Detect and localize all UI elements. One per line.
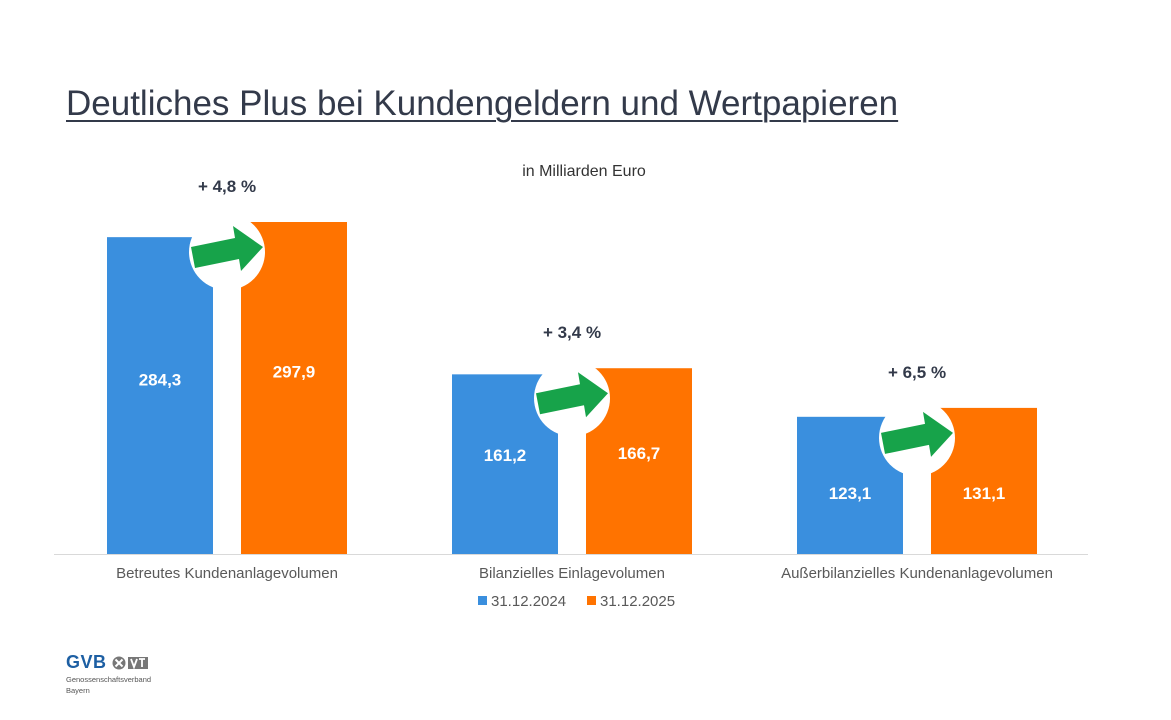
growth-arrow-icon-1 (191, 226, 263, 271)
value-label-2025-2: 166,7 (618, 444, 661, 463)
raiffeisen-mark-icon (112, 656, 148, 670)
logo-subtitle-line1: Genossenschaftsverband (66, 675, 152, 684)
change-label-1: + 4,8 % (198, 177, 256, 196)
legend-label-2: 31.12.2025 (600, 593, 675, 610)
legend-label-1: 31.12.2024 (491, 593, 566, 610)
value-label-2024-2: 161,2 (484, 446, 527, 465)
chart-subtitle: in Milliarden Euro (522, 163, 646, 180)
bar-2025-1 (241, 222, 347, 554)
category-label-3: Außerbilanzielles Kundenanlagevolumen (781, 565, 1053, 582)
bar-2024-1 (107, 237, 213, 554)
category-label-2: Bilanzielles Einlagevolumen (479, 565, 665, 582)
legend-swatch-2 (587, 596, 596, 605)
change-label-3: + 6,5 % (888, 363, 946, 382)
value-label-2025-3: 131,1 (963, 484, 1006, 503)
value-label-2024-3: 123,1 (829, 484, 872, 503)
legend-swatch-1 (478, 596, 487, 605)
growth-arrow-icon-2 (536, 372, 608, 418)
gvb-logo: GVB Genossenschaftsverband Bayern (66, 652, 151, 695)
logo-subtitle-line2: Bayern (66, 686, 90, 695)
change-label-2: + 3,4 % (543, 323, 601, 342)
page-title: Deutliches Plus bei Kundengeldern und We… (66, 84, 899, 123)
growth-arrow-icon-3 (881, 411, 953, 457)
category-label-1: Betreutes Kundenanlagevolumen (116, 565, 338, 582)
value-label-2025-1: 297,9 (273, 362, 316, 381)
bar-chart: in Milliarden Euro + 4,8 % 284,3 297,9 Betre… (54, 163, 1088, 610)
value-label-2024-1: 284,3 (139, 371, 182, 390)
logo-text: GVB (66, 652, 107, 672)
